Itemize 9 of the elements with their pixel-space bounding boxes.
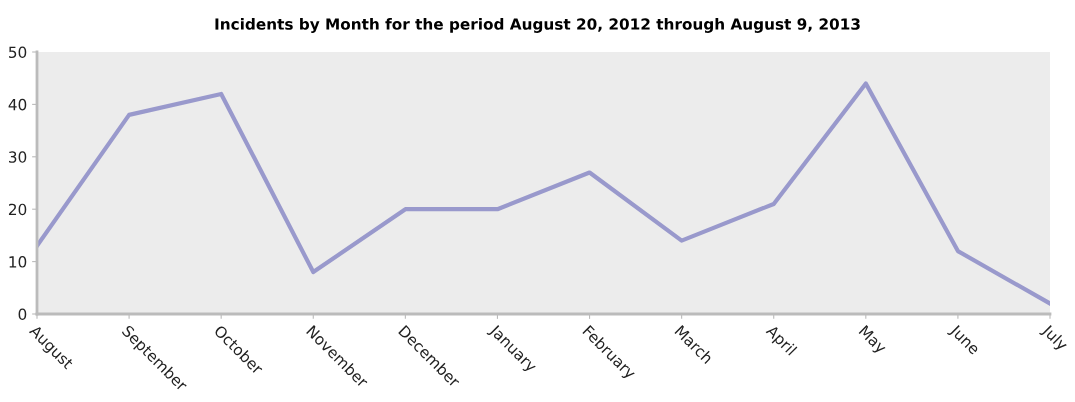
y-tick-label: 40 (8, 98, 27, 111)
chart-title: Incidents by Month for the period August 20, 2012 through August 9, 2013 (215, 18, 860, 33)
y-tick-label: 30 (9, 151, 27, 163)
y-tick-label: 20 (8, 203, 27, 216)
y-tick-label: 0 (18, 308, 27, 321)
x-tick-label: July (1038, 323, 1070, 354)
y-tick-label: 10 (9, 256, 27, 268)
y-tick-label: 50 (9, 46, 27, 59)
line-series (37, 81, 1050, 306)
